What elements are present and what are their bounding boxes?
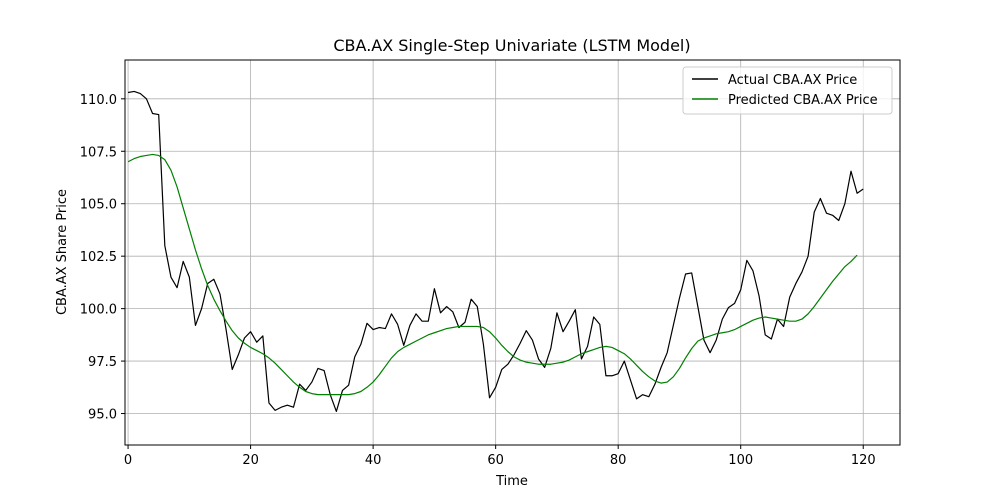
legend-label-actual: Actual CBA.AX Price [728,73,857,88]
plot-frame [124,59,901,446]
series-lines [127,90,864,413]
x-tick-label: 80 [610,453,627,468]
x-axis-ticks: 0 20 40 60 80 100 120 [124,445,876,468]
y-tick-label: 110.0 [80,93,117,108]
x-axis-label: Time [495,474,528,489]
actual-price-line [127,90,864,413]
grid-lines [125,60,900,445]
y-axis-label: CBA.AX Share Price [55,189,70,315]
x-tick-label: 20 [242,453,259,468]
y-tick-label: 105.0 [80,198,117,213]
y-axis-ticks: 95.0 97.5 100.0 102.5 105.0 107.5 110.0 [80,93,125,423]
x-tick-label: 60 [487,453,504,468]
x-tick-label: 120 [851,453,876,468]
y-tick-label: 95.0 [88,408,117,423]
x-tick-label: 0 [124,453,132,468]
x-tick-label: 40 [365,453,382,468]
y-tick-label: 107.5 [80,145,117,160]
y-tick-label: 97.5 [88,355,117,370]
legend-box [682,66,893,115]
y-tick-label: 102.5 [80,250,117,265]
chart-title: CBA.AX Single-Step Univariate (LSTM Mode… [333,36,690,55]
legend: Actual CBA.AX Price Predicted CBA.AX Pri… [682,66,893,115]
y-tick-label: 100.0 [80,303,117,318]
legend-label-predicted: Predicted CBA.AX Price [728,93,878,108]
x-tick-label: 100 [728,453,753,468]
predicted-price-line [127,153,858,396]
